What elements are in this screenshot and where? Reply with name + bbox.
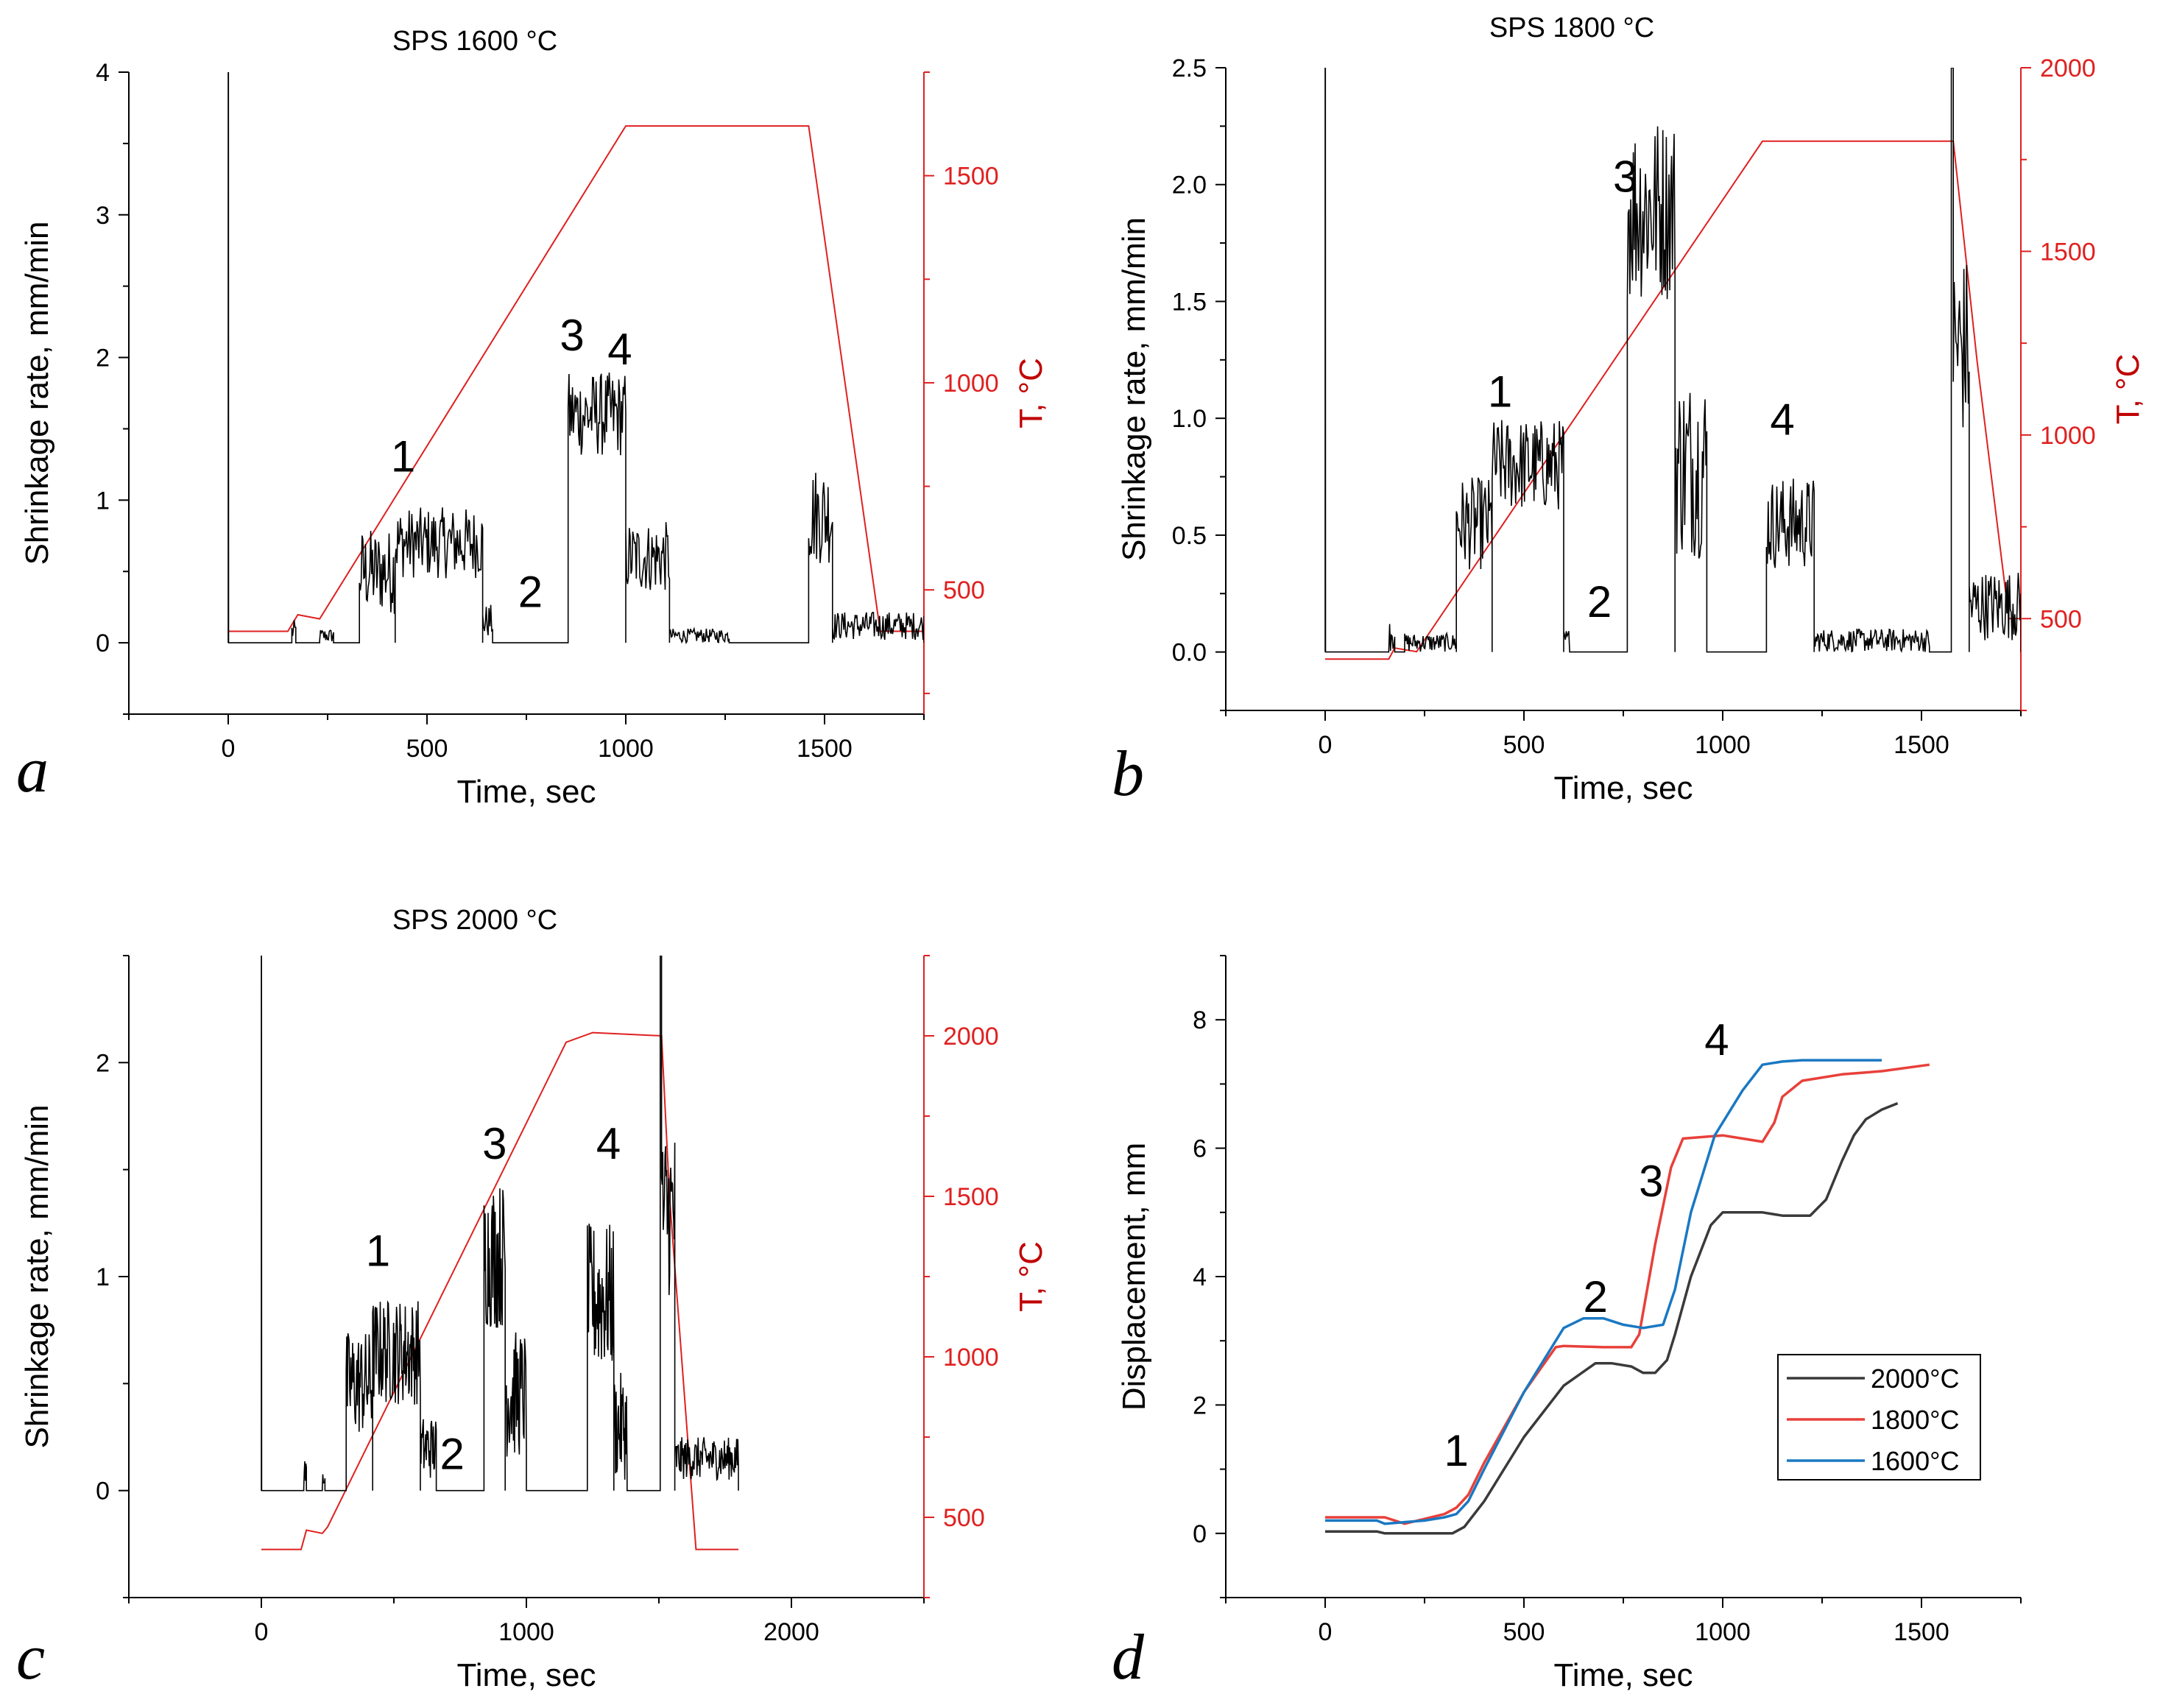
panel-b-chart: 0 500 1000 1500 0.0 0.5 1.0 1.5 2.0 2.5 500 1000 150… [1116,13,2146,806]
shrinkage-rate-series-line [261,956,739,1492]
y2-tick-label: 1500 [943,163,999,191]
legend-box [1777,1354,1981,1481]
panel-letter-b: b [1112,738,1144,810]
temperature-series-line [228,125,924,632]
y2-tick-label: 2000 [943,1023,999,1051]
peak-annotation: 4 [1770,395,1794,444]
y-tick-label: 1.5 [1172,288,1207,316]
chart-title: SPS 1600 °C [392,26,557,57]
legend-label: 1600°C [1871,1446,1959,1476]
y-tick-label: 0 [96,1478,110,1506]
chart-title: SPS 2000 °C [392,905,557,936]
legend-label: 2000°C [1871,1363,1959,1394]
peak-annotation: 4 [607,325,632,374]
y-tick-label: 2 [96,345,110,373]
peak-annotation: 2 [1584,1272,1608,1321]
x-tick-label: 1500 [1894,1618,1949,1646]
x-axis-label: Time, sec [1553,1657,1693,1693]
x-axis-label: Time, sec [456,774,596,810]
y-tick-label: 2 [1193,1391,1207,1419]
y-tick-label: 6 [1193,1135,1207,1163]
y-axis-label: Displacement, mm [1116,1143,1152,1411]
temperature-series-line [261,1031,738,1550]
y-tick-label: 0 [96,629,110,657]
y2-tick-label: 1500 [943,1183,999,1211]
y-tick-label: 1.0 [1172,405,1207,433]
peak-annotation: 3 [1639,1157,1663,1206]
y-axis-label: Shrinkage rate, mm/min [19,1104,55,1448]
x-tick-label: 1000 [1695,731,1751,759]
chart-title: SPS 1800 °C [1489,13,1654,43]
y-tick-label: 1 [96,1263,110,1291]
legend-label: 1800°C [1871,1405,1959,1435]
y2-axis-label: T, °C [2110,354,2146,425]
panel-letter-a: a [16,735,49,806]
y2-tick-label: 1000 [2040,422,2096,450]
peak-annotation: 3 [1613,152,1637,201]
y-tick-label: 4 [96,59,110,87]
peak-annotation: 3 [560,311,584,360]
peak-annotation: 1 [1444,1426,1469,1475]
temperature-series-line [1325,140,2021,660]
x-tick-label: 2000 [763,1618,819,1646]
x-axis-label: Time, sec [456,1657,596,1693]
y2-tick-label: 500 [2040,605,2082,633]
x-tick-label: 1000 [598,735,654,763]
panel-c-chart: 0 1000 2000 0 1 2 500 1000 1500 2000 T, °C Time, se… [19,905,1049,1693]
peak-annotation: 2 [1587,577,1612,627]
y-tick-label: 2.0 [1172,172,1207,200]
displacement-series-2-line [1325,1063,1930,1525]
x-tick-label: 0 [1319,731,1333,759]
x-tick-label: 500 [406,735,448,763]
y2-tick-label: 1000 [943,1344,999,1372]
x-tick-label: 1500 [797,735,853,763]
panel-letter-c: c [16,1622,45,1693]
y-axis-label: Shrinkage rate, mm/min [19,221,55,565]
peak-annotation: 1 [366,1226,390,1275]
peak-annotation: 3 [482,1119,507,1168]
y-tick-label: 2 [96,1049,110,1077]
peak-annotation: 2 [518,568,543,617]
y2-tick-label: 1500 [2040,238,2096,266]
panel-d-chart: 0 500 1000 1500 0 2 4 6 8 Time, sec Displacement, … [1116,955,2022,1693]
peak-annotation: 4 [596,1119,621,1168]
y2-tick-label: 500 [943,576,985,604]
x-tick-label: 1000 [1695,1618,1751,1646]
peak-annotation: 1 [391,432,415,481]
peak-annotation: 4 [1704,1015,1729,1065]
y-tick-label: 4 [1193,1263,1207,1291]
y-axis-label: Shrinkage rate, mm/min [1116,217,1152,561]
panel-letter-d: d [1112,1622,1145,1693]
y-tick-label: 8 [1193,1006,1207,1034]
y2-tick-label: 2000 [2040,54,2096,82]
x-tick-label: 500 [1503,731,1545,759]
displacement-series-1-line [1325,1101,1899,1535]
y2-tick-label: 500 [943,1504,985,1532]
y-tick-label: 1 [96,487,110,515]
y2-axis-label: T, °C [1013,1241,1049,1312]
x-tick-label: 1500 [1894,731,1949,759]
y-tick-label: 3 [96,202,110,230]
y-tick-label: 0 [1193,1520,1207,1548]
shrinkage-rate-series-line [227,72,924,645]
peak-annotation: 2 [440,1430,465,1479]
displacement-series-3-line [1325,1059,1882,1525]
y-tick-label: 0.5 [1172,522,1207,550]
x-tick-label: 1000 [498,1618,554,1646]
x-tick-label: 0 [255,1618,269,1646]
peak-annotation: 1 [1488,367,1512,416]
x-axis-label: Time, sec [1553,770,1693,806]
x-tick-label: 0 [1319,1618,1333,1646]
x-tick-label: 0 [222,735,236,763]
shrinkage-rate-series-line [1324,68,2021,654]
y2-tick-label: 1000 [943,370,999,398]
x-tick-label: 500 [1503,1618,1545,1646]
y2-axis-label: T, °C [1013,358,1049,428]
y-tick-label: 0.0 [1172,639,1207,667]
y-tick-label: 2.5 [1172,54,1207,82]
